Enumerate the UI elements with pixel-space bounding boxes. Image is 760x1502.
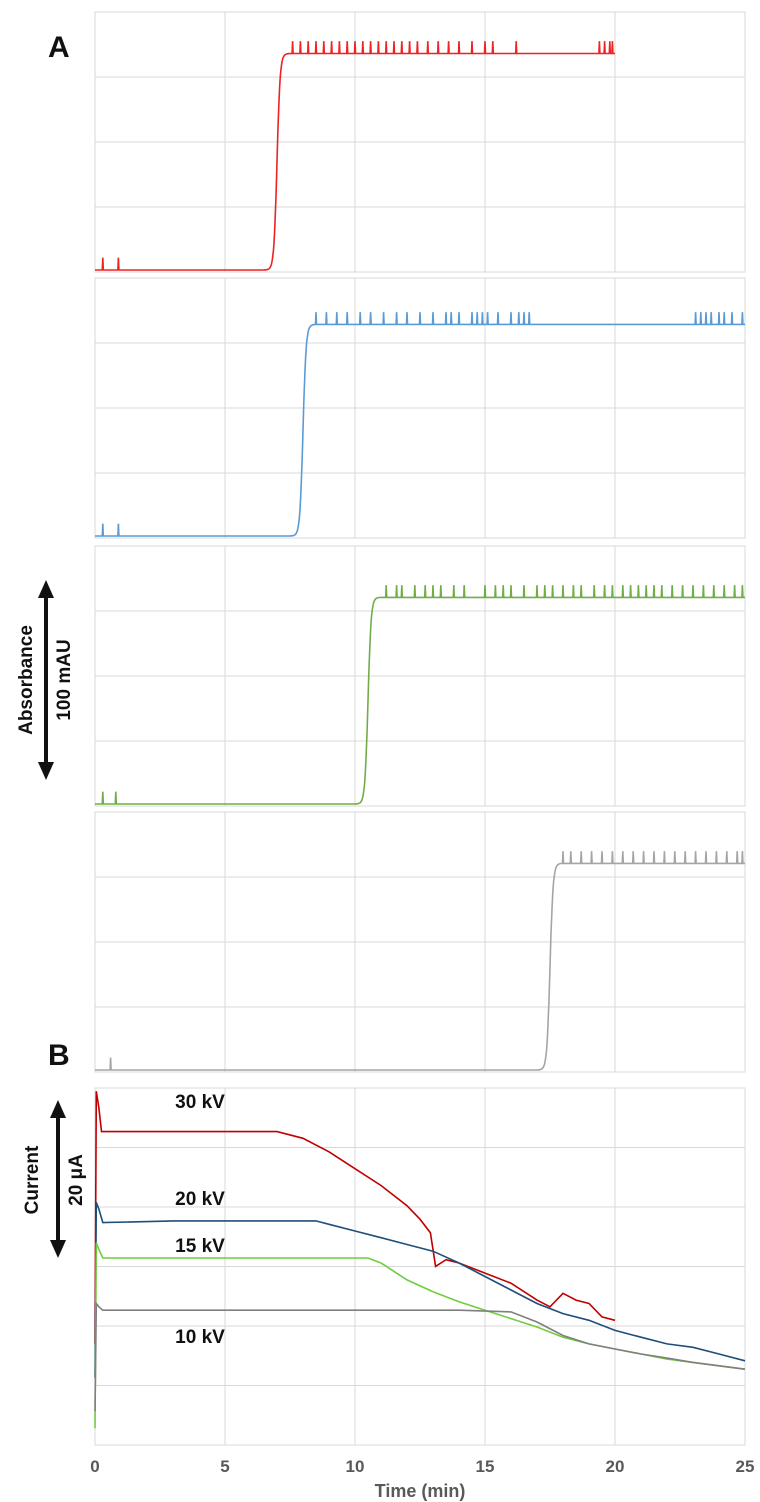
series-label-2: 20 kV <box>175 1189 225 1210</box>
x-axis-title: Time (min) <box>375 1481 466 1501</box>
current-trace-20-kv <box>94 1202 746 1378</box>
x-tick-20: 20 <box>606 1457 625 1476</box>
absorbance-scale-value: 100 mAU <box>54 639 75 720</box>
chromatogram-subpanel-3 <box>94 545 746 807</box>
panel-a-label: A <box>48 31 70 64</box>
series-labels: 30 kV 20 kV 15 kV 10 kV <box>175 1092 225 1348</box>
series-label-1: 30 kV <box>175 1092 225 1113</box>
grid-layer <box>94 11 746 1446</box>
absorbance-trace-1 <box>95 41 615 271</box>
x-tick-10: 10 <box>346 1457 365 1476</box>
series-label-3: 15 kV <box>175 1236 225 1257</box>
absorbance-trace-3 <box>95 585 745 805</box>
x-tick-5: 5 <box>220 1457 229 1476</box>
absorbance-trace-4 <box>95 851 745 1071</box>
x-tick-labels: 0 5 10 15 20 25 <box>90 1457 754 1476</box>
absorbance-trace-2 <box>95 312 745 537</box>
chromatogram-subpanel-1 <box>94 11 746 273</box>
current-trace-30-kv <box>94 1091 616 1344</box>
x-tick-0: 0 <box>90 1457 99 1476</box>
x-tick-25: 25 <box>736 1457 755 1476</box>
trace-layer <box>94 41 746 1429</box>
panel-b-label: B <box>48 1039 70 1072</box>
current-scale-value: 20 μA <box>66 1154 87 1206</box>
current-scale-bar <box>50 1100 66 1258</box>
x-tick-15: 15 <box>476 1457 495 1476</box>
chromatogram-subpanel-2 <box>94 277 746 539</box>
current-trace-10-kv <box>94 1301 746 1412</box>
current-plot-area <box>94 1087 746 1446</box>
series-label-4: 10 kV <box>175 1327 225 1348</box>
current-label: Current <box>22 1145 43 1214</box>
chromatogram-subpanel-4 <box>94 811 746 1073</box>
absorbance-scale-bar <box>38 580 54 780</box>
absorbance-label: Absorbance <box>16 625 37 735</box>
